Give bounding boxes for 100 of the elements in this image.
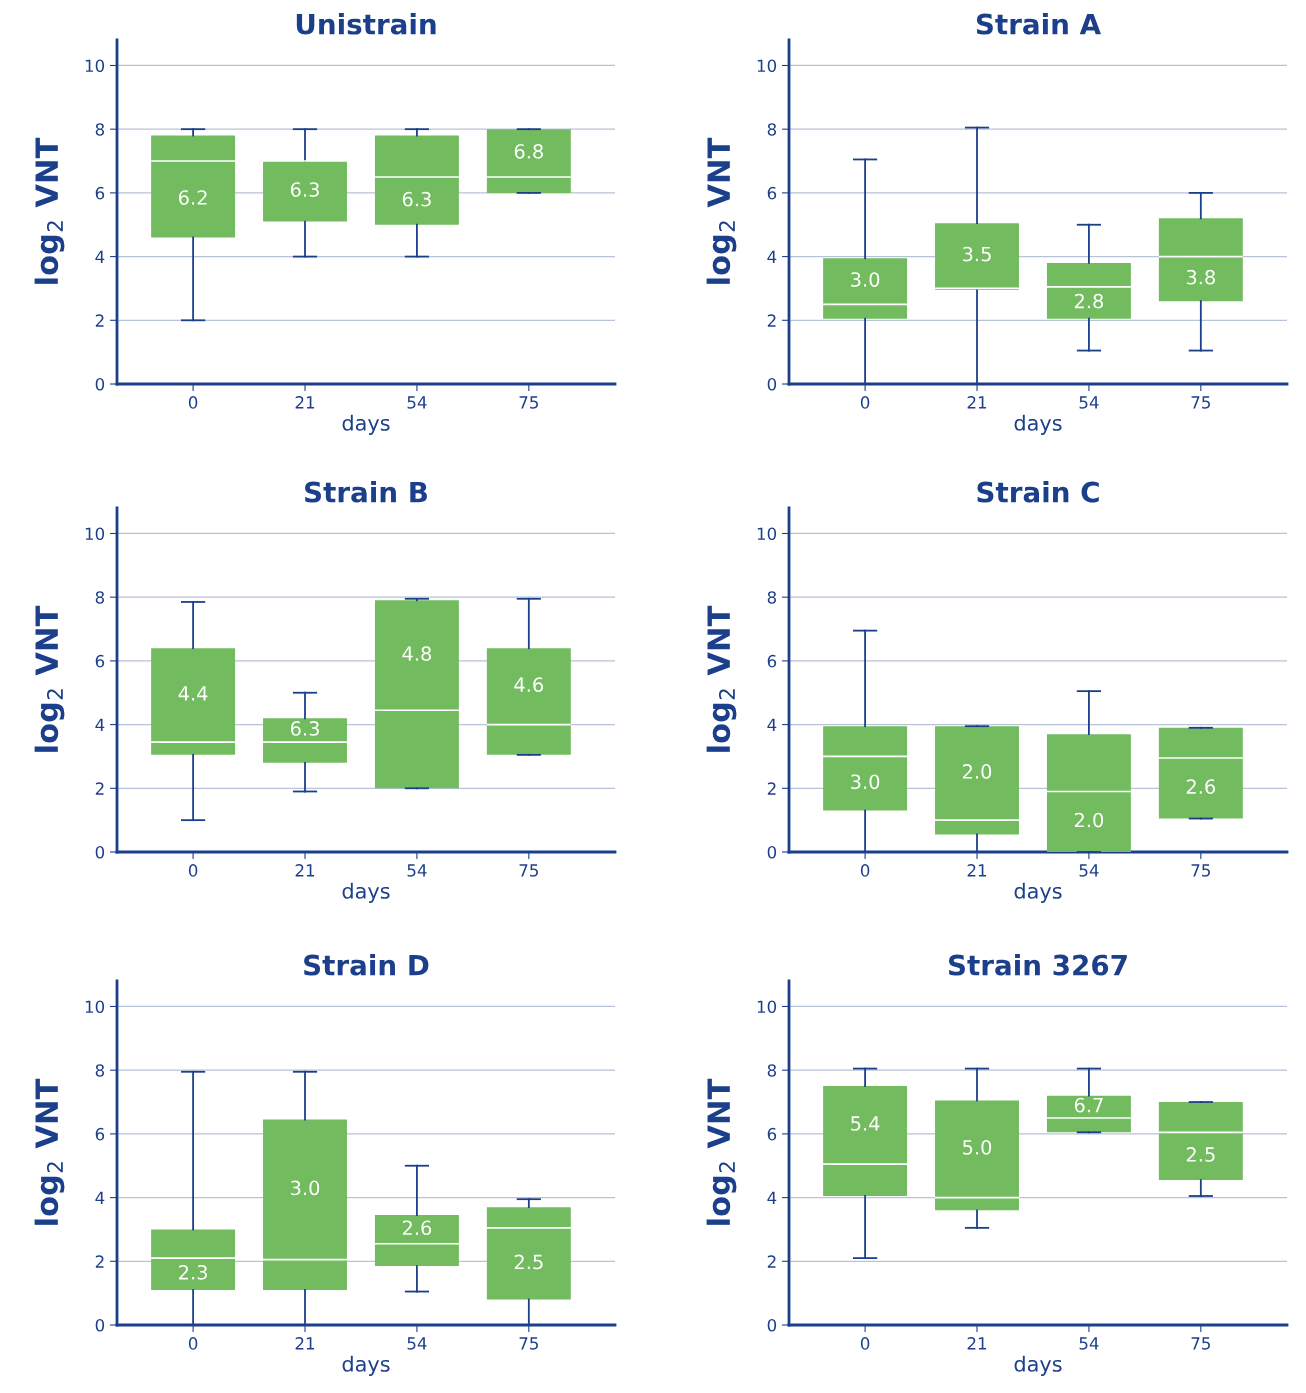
text: 2.0 bbox=[962, 764, 992, 779]
y-tick-label: 10 bbox=[757, 59, 777, 73]
x-tick-label: 0 bbox=[860, 1337, 870, 1350]
y-tick-label: 6 bbox=[95, 1127, 105, 1141]
y-tick-label: 8 bbox=[767, 591, 777, 604]
x-axis-title: days bbox=[1014, 1355, 1062, 1376]
y-tick-label: 6 bbox=[95, 186, 105, 200]
x-tick-label: 0 bbox=[188, 864, 198, 877]
y-axis-title: log$_{2}$ VNT bbox=[706, 605, 737, 752]
text: 3.0 bbox=[851, 272, 880, 287]
text: 3.5 bbox=[963, 246, 991, 262]
y-tick-label: 0 bbox=[767, 377, 777, 391]
chart-title: Strain B bbox=[305, 481, 427, 503]
x-tick-label: 0 bbox=[188, 396, 198, 409]
y-tick-label: 4 bbox=[95, 1191, 105, 1204]
y-tick-label: 8 bbox=[95, 123, 105, 136]
x-tick-label: 54 bbox=[407, 396, 427, 409]
y-tick-label: 4 bbox=[95, 250, 105, 263]
x-tick-label: 75 bbox=[1191, 864, 1210, 877]
text: 2.3 bbox=[179, 1264, 207, 1280]
x-tick-label: 54 bbox=[407, 864, 427, 877]
y-tick-label: 0 bbox=[95, 845, 105, 859]
y-tick-label: 4 bbox=[767, 1191, 777, 1204]
y-tick-label: 8 bbox=[767, 1064, 777, 1077]
text: 2.5 bbox=[514, 1254, 543, 1270]
y-tick-label: 4 bbox=[767, 250, 777, 263]
x-tick-label: 21 bbox=[295, 1337, 315, 1350]
x-axis-title: days bbox=[1014, 882, 1062, 903]
text: 5.4 bbox=[851, 1116, 880, 1131]
y-axis-title: log$_{2}$ VNT bbox=[34, 1078, 65, 1225]
y-tick-label: 2 bbox=[767, 782, 776, 795]
y-tick-label: 8 bbox=[767, 123, 777, 136]
y-tick-label: 4 bbox=[767, 718, 777, 731]
y-tick-label: 0 bbox=[767, 845, 777, 859]
text: 6.8 bbox=[514, 144, 543, 159]
y-tick-label: 6 bbox=[767, 654, 777, 668]
x-axis-title: days bbox=[342, 1355, 390, 1376]
text: 3.0 bbox=[291, 1180, 320, 1196]
text: 3.8 bbox=[1186, 269, 1215, 285]
text: 4.6 bbox=[514, 677, 544, 693]
x-tick-label: 75 bbox=[519, 864, 538, 877]
text: 6.2 bbox=[179, 190, 207, 205]
x-tick-label: 54 bbox=[407, 1337, 427, 1350]
x-tick-label: 54 bbox=[1079, 1337, 1099, 1350]
y-tick-label: 0 bbox=[95, 1318, 105, 1332]
chart-title: Strain D bbox=[304, 954, 429, 976]
y-axis-title: log$_{2}$ VNT bbox=[706, 137, 737, 284]
y-tick-label: 2 bbox=[95, 1255, 104, 1268]
x-tick-label: 21 bbox=[967, 1337, 987, 1350]
text: 4.8 bbox=[402, 646, 432, 661]
x-tick-label: 21 bbox=[967, 864, 987, 877]
y-axis-title: log$_{2}$ VNT bbox=[34, 137, 65, 284]
y-tick-label: 4 bbox=[95, 718, 105, 731]
y-axis-title: log$_{2}$ VNT bbox=[706, 1078, 737, 1225]
y-tick-label: 8 bbox=[95, 591, 105, 604]
x-tick-label: 54 bbox=[1079, 396, 1099, 409]
text: 3.0 bbox=[851, 774, 880, 790]
x-tick-label: 21 bbox=[967, 396, 987, 409]
chart-title: Strain C bbox=[977, 481, 1099, 503]
x-tick-label: 54 bbox=[1079, 864, 1099, 877]
text: 2.6 bbox=[1186, 779, 1216, 794]
x-tick-label: 75 bbox=[519, 396, 538, 409]
y-tick-label: 6 bbox=[767, 1127, 777, 1141]
x-tick-label: 21 bbox=[295, 864, 315, 877]
x-tick-label: 75 bbox=[1191, 396, 1210, 409]
text: 6.7 bbox=[1074, 1097, 1103, 1113]
x-tick-label: 21 bbox=[295, 396, 315, 409]
text: 6.3 bbox=[290, 182, 319, 197]
y-tick-label: 2 bbox=[767, 1255, 776, 1268]
y-tick-label: 10 bbox=[85, 527, 105, 541]
y-tick-label: 2 bbox=[95, 314, 104, 327]
y-tick-label: 10 bbox=[757, 527, 777, 541]
x-tick-label: 0 bbox=[860, 396, 870, 409]
x-tick-label: 0 bbox=[860, 864, 870, 877]
y-tick-label: 10 bbox=[85, 1000, 105, 1014]
chart-title: Unistrain bbox=[296, 13, 436, 35]
y-tick-label: 0 bbox=[95, 377, 105, 391]
chart-title: Strain A bbox=[976, 13, 1101, 35]
y-tick-label: 2 bbox=[95, 782, 104, 795]
y-tick-label: 8 bbox=[95, 1064, 105, 1077]
x-tick-label: 75 bbox=[519, 1337, 538, 1350]
text: 2.5 bbox=[1186, 1147, 1215, 1162]
x-axis-title: days bbox=[342, 882, 390, 903]
text: 2.8 bbox=[1074, 293, 1104, 309]
y-tick-label: 2 bbox=[767, 314, 776, 327]
y-tick-label: 0 bbox=[767, 1318, 777, 1332]
text: 4.4 bbox=[178, 686, 208, 701]
text: 2.6 bbox=[402, 1220, 432, 1236]
y-tick-label: 10 bbox=[85, 59, 105, 73]
chart-title: Strain 3267 bbox=[948, 954, 1127, 976]
y-tick-label: 6 bbox=[95, 654, 105, 668]
x-tick-label: 0 bbox=[188, 1337, 198, 1350]
text: 6.3 bbox=[402, 191, 431, 207]
text: 5.0 bbox=[963, 1139, 992, 1155]
y-tick-label: 6 bbox=[767, 186, 777, 200]
x-axis-title: days bbox=[342, 414, 390, 435]
x-tick-label: 75 bbox=[1191, 1337, 1210, 1350]
y-tick-label: 10 bbox=[757, 1000, 777, 1014]
y-axis-title: log$_{2}$ VNT bbox=[34, 605, 65, 752]
text: 6.3 bbox=[290, 721, 319, 736]
